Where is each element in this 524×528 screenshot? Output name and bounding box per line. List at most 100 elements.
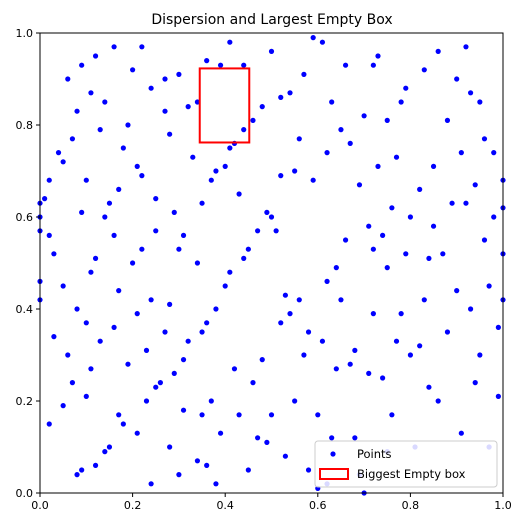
data-point (245, 246, 251, 252)
data-point (444, 117, 451, 123)
data-point (250, 380, 256, 386)
data-point (167, 444, 173, 450)
data-point (342, 62, 349, 68)
data-point (264, 439, 270, 445)
data-point (111, 324, 117, 330)
data-point (430, 163, 437, 169)
data-point (292, 398, 298, 404)
data-point (180, 357, 187, 363)
data-point (329, 99, 335, 105)
data-point (347, 140, 353, 146)
data-point (375, 163, 381, 169)
data-point (116, 412, 122, 418)
x-axis: 0.0 0.2 0.4 0.6 0.8 1.0 (31, 493, 512, 512)
data-point (366, 370, 372, 376)
data-point (199, 200, 205, 206)
empty-box (198, 67, 251, 144)
data-point (227, 39, 233, 45)
data-point (278, 94, 284, 100)
data-point (389, 412, 395, 418)
y-tick-label: 1.0 (16, 27, 34, 40)
data-point (338, 297, 344, 303)
data-point (347, 361, 353, 367)
data-point (370, 62, 376, 68)
data-point (301, 352, 307, 358)
y-tick-label: 0.8 (16, 119, 34, 132)
data-point (167, 301, 173, 307)
data-point (116, 288, 122, 294)
data-point (92, 462, 99, 468)
data-point (162, 108, 168, 114)
data-point (403, 85, 409, 91)
data-point (398, 311, 404, 317)
chart-title: Dispersion and Largest Empty Box (151, 12, 392, 28)
x-tick-label: 0.2 (124, 499, 142, 512)
data-point (204, 462, 210, 468)
legend-box-swatch (319, 468, 349, 480)
data-point (102, 449, 108, 455)
data-point (125, 361, 131, 367)
data-point (92, 255, 99, 261)
data-point (491, 150, 497, 156)
data-point (454, 288, 460, 294)
data-point (264, 209, 270, 215)
data-point (213, 306, 219, 312)
data-point (74, 306, 80, 312)
data-point (111, 44, 117, 50)
data-point (74, 472, 80, 478)
data-point (153, 384, 159, 390)
data-point (384, 265, 390, 271)
data-point (143, 398, 150, 404)
data-point (458, 150, 464, 156)
data-point (97, 127, 103, 133)
data-point (338, 127, 344, 133)
legend-frame (314, 440, 498, 488)
data-point (477, 99, 483, 105)
data-point (375, 53, 381, 59)
data-point (417, 186, 423, 192)
data-point (259, 357, 265, 363)
data-point (176, 71, 182, 77)
data-point (458, 430, 464, 436)
data-point (430, 223, 437, 229)
data-point (370, 311, 376, 317)
data-point (102, 99, 108, 105)
data-point (148, 297, 154, 303)
data-point (315, 412, 321, 418)
x-tick-label: 1.0 (494, 499, 512, 512)
plot-frame (39, 32, 504, 494)
data-point (88, 366, 94, 372)
data-point (380, 375, 386, 381)
data-point (208, 177, 214, 183)
data-point (241, 127, 247, 133)
data-point (472, 380, 478, 386)
data-point (204, 320, 210, 326)
data-point (352, 435, 358, 441)
data-point (310, 177, 316, 183)
data-point (319, 338, 326, 344)
x-tick-label: 0.0 (31, 499, 49, 512)
data-point (287, 90, 293, 96)
data-point (324, 278, 330, 284)
data-point (472, 182, 478, 188)
data-point (310, 35, 316, 41)
data-point (130, 260, 136, 266)
data-point (333, 265, 339, 271)
data-point (134, 430, 140, 436)
data-point (486, 283, 492, 289)
data-point (278, 173, 284, 179)
data-point (194, 458, 201, 464)
data-point (106, 200, 113, 206)
data-point (333, 366, 339, 372)
data-point (88, 269, 94, 275)
data-point (42, 196, 48, 202)
data-point (69, 136, 76, 142)
data-point (125, 122, 131, 128)
data-point (180, 407, 187, 413)
data-point (79, 467, 85, 473)
data-point (153, 196, 159, 202)
data-point (139, 44, 145, 50)
data-point (403, 251, 409, 257)
data-point (417, 343, 423, 349)
data-point (162, 329, 168, 335)
